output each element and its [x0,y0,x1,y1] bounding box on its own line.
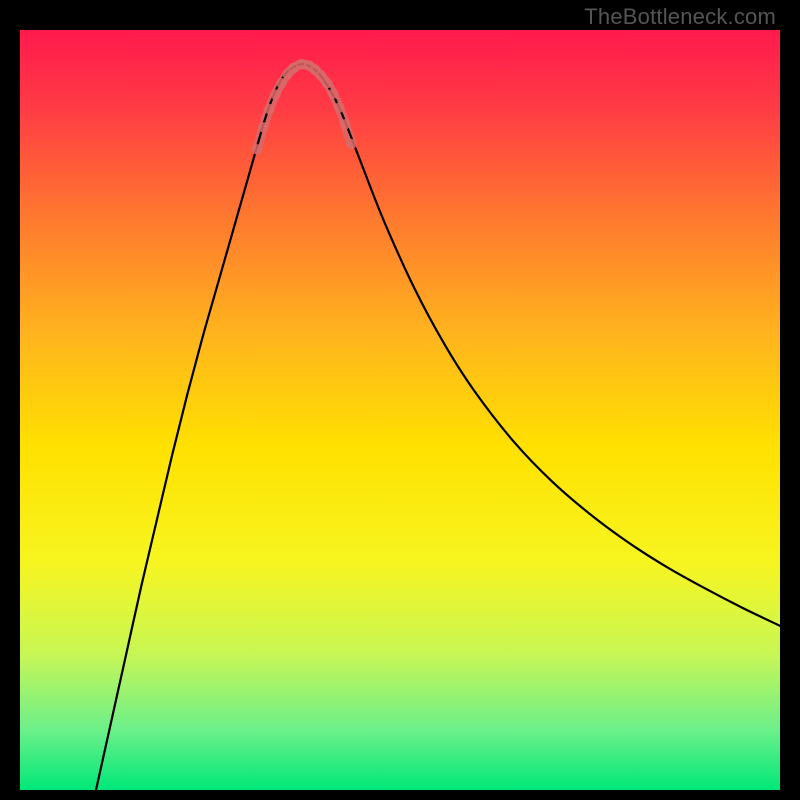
trough-dot [346,139,356,149]
trough-dot [334,102,344,112]
trough-dot [322,78,332,88]
trough-dot [328,89,338,99]
chart-frame: TheBottleneck.com [0,0,800,800]
gradient-background [20,30,780,790]
trough-dot [264,104,274,114]
trough-dot [340,119,350,129]
trough-dot [258,122,268,132]
trough-dot [270,89,280,99]
trough-dot [276,78,286,88]
watermark-label: TheBottleneck.com [584,4,776,30]
plot-area [20,30,780,790]
trough-dot [252,144,262,154]
chart-svg [20,30,780,790]
